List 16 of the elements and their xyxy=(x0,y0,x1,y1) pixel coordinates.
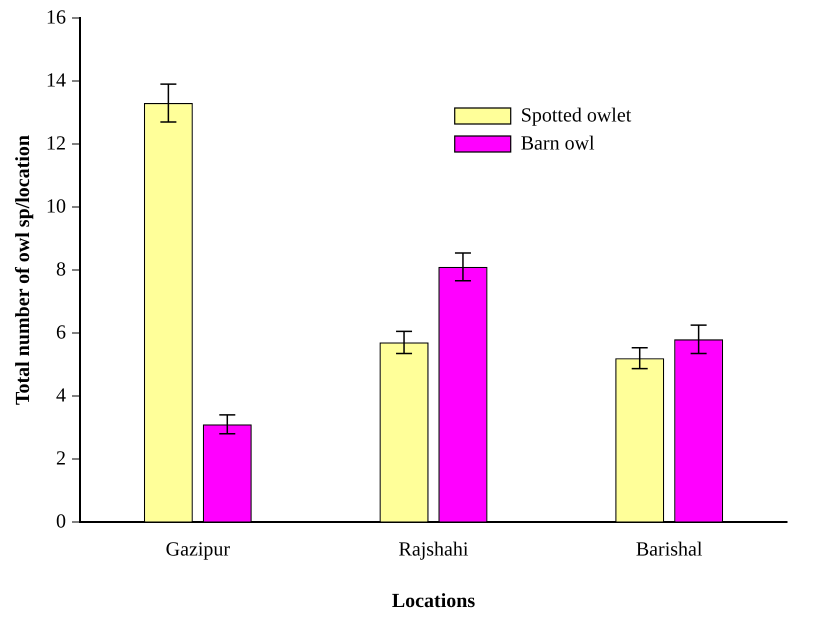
y-axis-title: Total number of owl sp/location xyxy=(12,134,34,406)
y-tick-label: 10 xyxy=(46,195,66,218)
legend-label: Barn owl xyxy=(520,132,596,154)
y-tick-label: 12 xyxy=(46,132,66,154)
y-tick-label: 4 xyxy=(56,384,66,406)
x-tick-label: Barishal xyxy=(636,538,703,560)
x-tick-label: Rajshahi xyxy=(398,538,469,560)
y-tick-label: 16 xyxy=(46,6,66,28)
x-tick-label: Gazipur xyxy=(166,538,230,560)
y-tick-label: 14 xyxy=(46,69,66,92)
x-axis-title: Locations xyxy=(392,590,476,612)
y-tick-label: 6 xyxy=(56,321,66,344)
y-tick-label: 2 xyxy=(56,447,66,470)
y-tick-label: 0 xyxy=(56,510,66,532)
legend-label: Spotted owlet xyxy=(520,104,632,126)
y-tick-label: 8 xyxy=(56,258,66,280)
